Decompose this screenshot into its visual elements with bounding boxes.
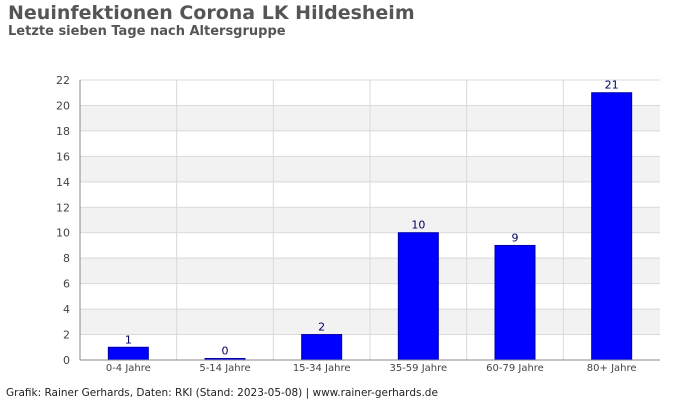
chart-title: Neuinfektionen Corona LK Hildesheim (8, 2, 415, 24)
y-tick-label: 4 (63, 303, 70, 316)
bar (301, 334, 343, 361)
source-credit: Grafik: Rainer Gerhards, Daten: RKI (Sta… (6, 387, 438, 399)
y-tick-label: 0 (63, 354, 70, 367)
bar (397, 232, 439, 361)
bar-value-label: 21 (605, 79, 619, 92)
y-tick-label: 18 (56, 125, 70, 138)
x-tick-label: 5-14 Jahre (199, 363, 250, 374)
y-tick-label: 16 (56, 150, 70, 163)
bar (107, 346, 149, 361)
y-tick-label: 20 (56, 99, 70, 112)
bar-value-label: 9 (512, 231, 519, 244)
vertical-gridlines (176, 80, 564, 360)
x-tick-label: 80+ Jahre (587, 363, 637, 374)
bars (107, 92, 633, 361)
y-tick-label: 10 (56, 227, 70, 240)
x-tick-label: 35-59 Jahre (389, 363, 447, 374)
y-tick-labels: 0 2 4 6 8 10 12 14 16 18 20 22 (56, 74, 70, 367)
y-tick-label: 12 (56, 201, 70, 214)
x-tick-label: 15-34 Jahre (293, 363, 351, 374)
x-tick-labels: 0-4 Jahre 5-14 Jahre 15-34 Jahre 35-59 Jahr… (106, 363, 637, 374)
bar-value-label: 10 (411, 219, 425, 232)
x-tick-label: 0-4 Jahre (106, 363, 151, 374)
y-tick-label: 6 (63, 278, 70, 291)
bar-value-label: 0 (222, 345, 229, 358)
bar-value-label: 1 (125, 333, 132, 346)
y-tick-label: 14 (56, 176, 70, 189)
axes (79, 80, 660, 361)
y-tick-label: 8 (63, 252, 70, 265)
bar-value-label: 2 (318, 321, 325, 334)
chart-subtitle: Letzte sieben Tage nach Altersgruppe (8, 24, 286, 39)
y-tick-label: 22 (56, 74, 70, 87)
bar (591, 92, 633, 361)
bar (494, 244, 536, 361)
y-tick-label: 2 (63, 329, 70, 342)
x-tick-label: 60-79 Jahre (486, 363, 544, 374)
